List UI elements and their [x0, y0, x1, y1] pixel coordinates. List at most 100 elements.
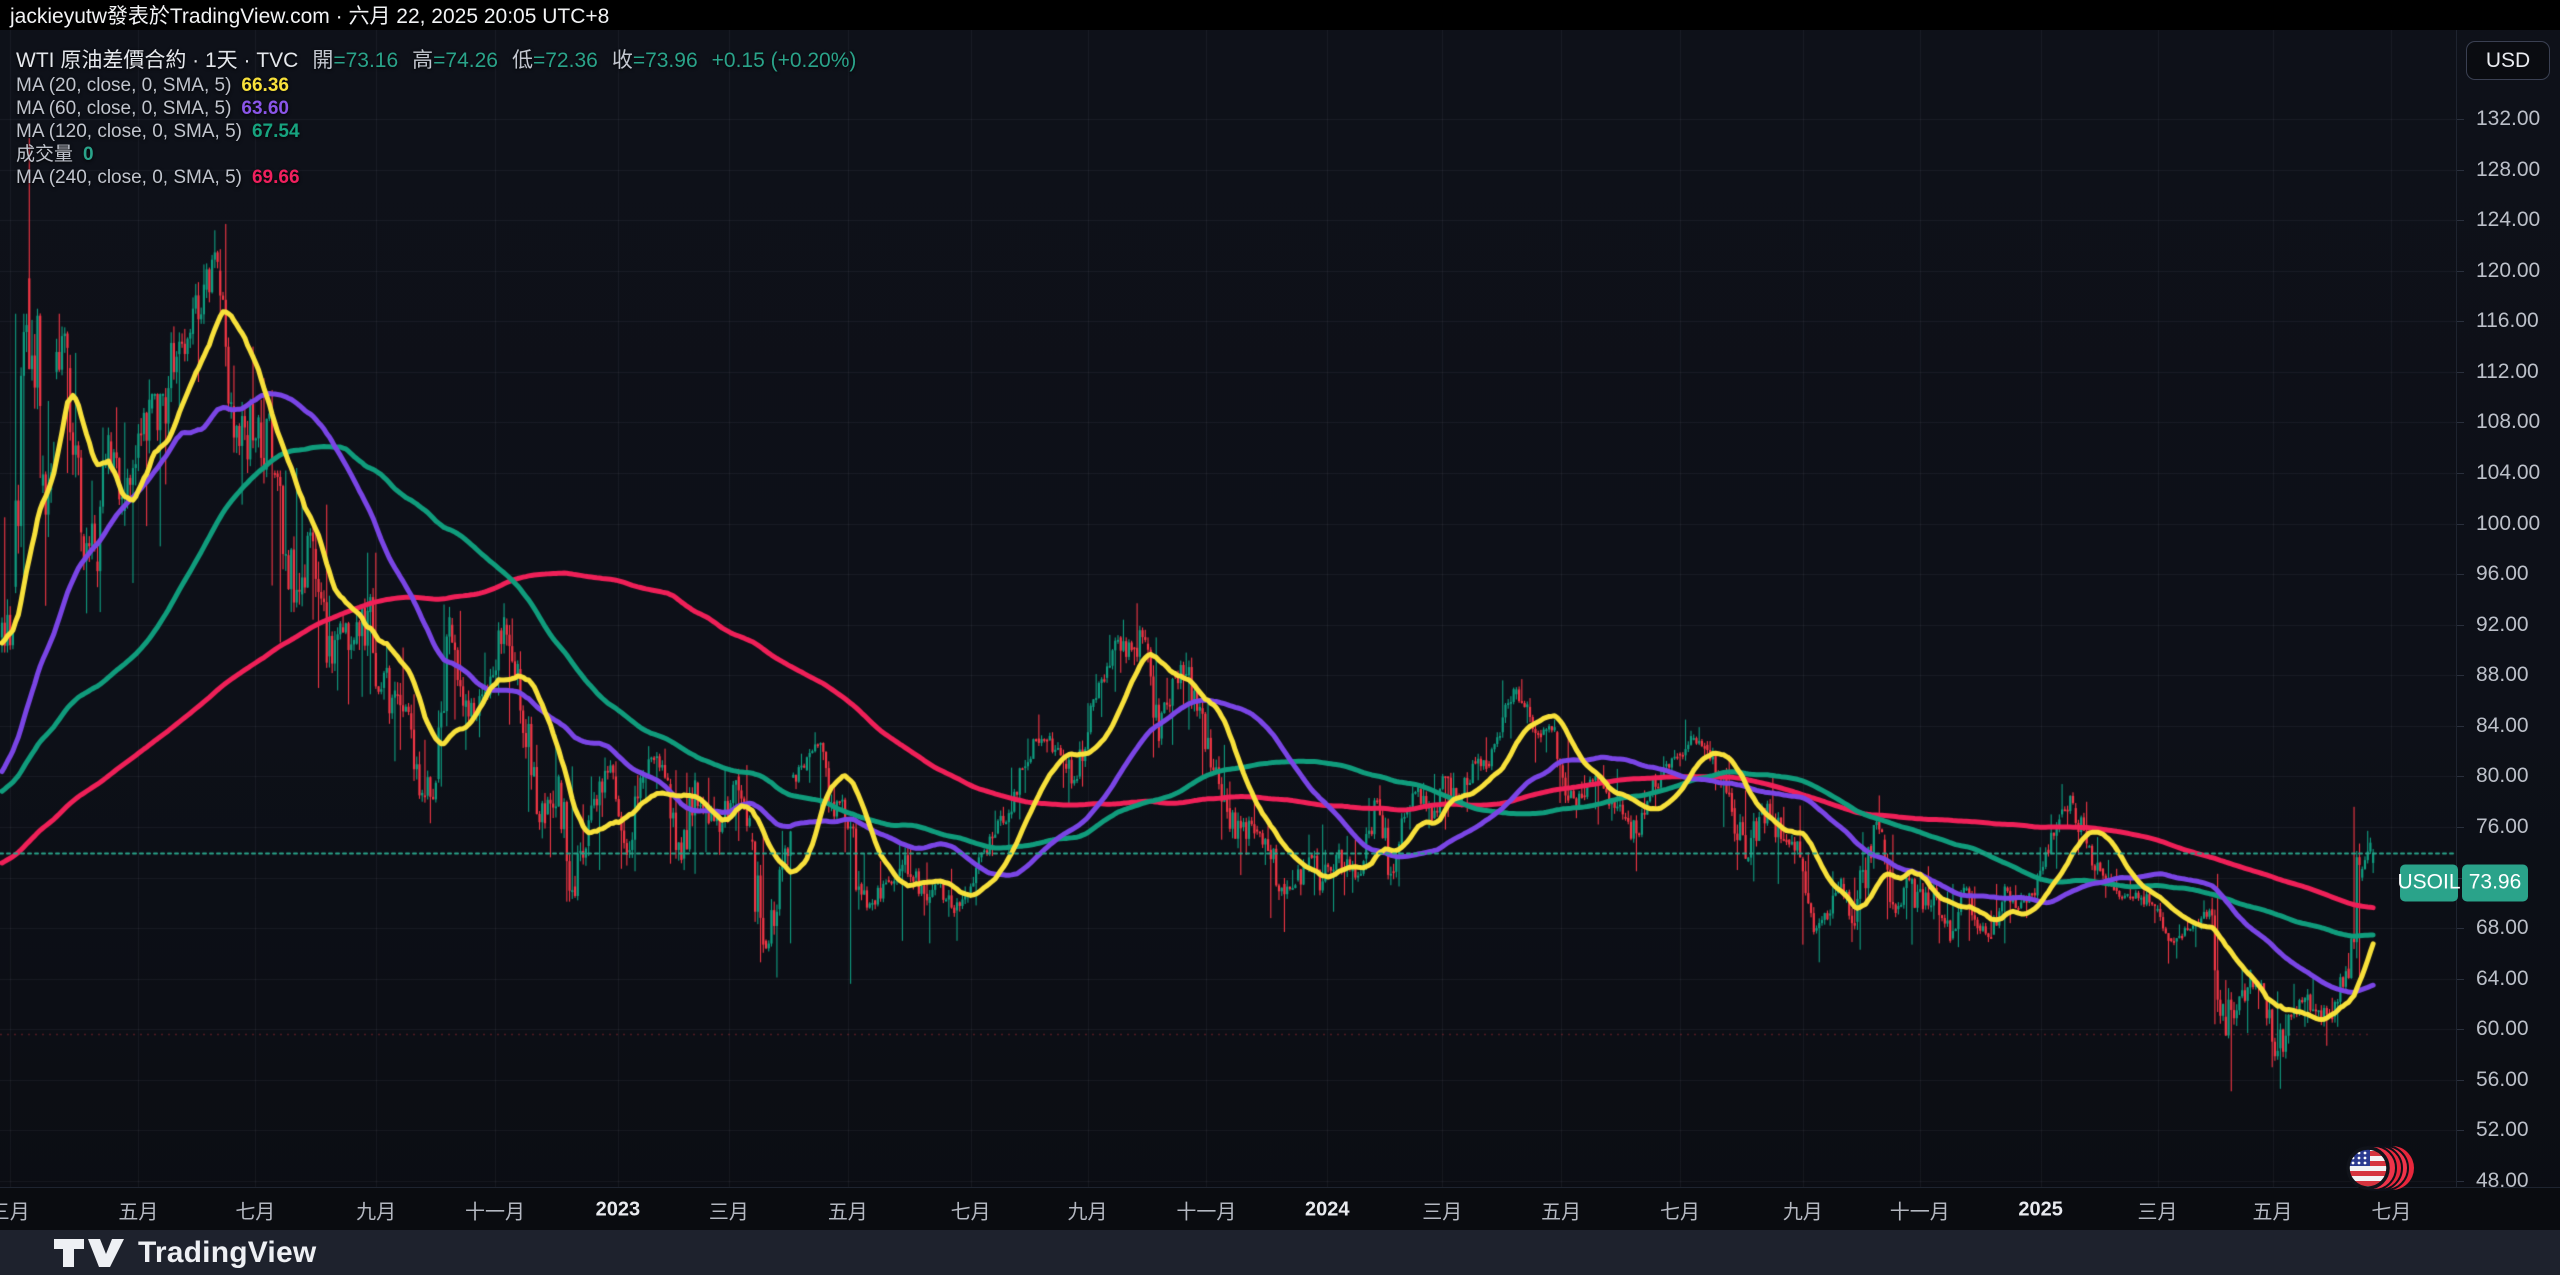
indicator-value: 67.54 — [252, 121, 300, 142]
ohlc-pair: 低=72.36 — [512, 49, 598, 72]
ohlc-value: =74.26 — [433, 49, 498, 72]
price-tick-label: 96.00 — [2476, 562, 2529, 586]
symbol-title: WTI 原油差價合約 · 1天 · TVC — [16, 49, 298, 72]
price-tick-label: 52.00 — [2476, 1118, 2529, 1142]
time-tick-year-label: 2023 — [596, 1198, 641, 1221]
time-tick-year-label: 2024 — [1305, 1198, 1350, 1221]
ohlc-label: 收 — [612, 49, 633, 72]
price-tick-label: 112.00 — [2476, 360, 2539, 384]
price-tick-label: 128.00 — [2476, 158, 2540, 182]
time-tick-month-label: 七月 — [2371, 1195, 2411, 1224]
tradingview-logo-icon[interactable] — [52, 1237, 130, 1269]
time-tick-month-label: 五月 — [118, 1195, 158, 1224]
price-tick-mark — [2457, 574, 2464, 575]
price-tick-mark — [2457, 776, 2464, 777]
price-tick-label: 48.00 — [2476, 1169, 2529, 1193]
time-tick-month-label: 七月 — [235, 1195, 275, 1224]
ohlc-label: 開 — [312, 49, 333, 72]
price-tick-label: 64.00 — [2476, 967, 2529, 991]
ohlc-readout: 開=73.16 高=74.26 低=72.36 收=73.96 — [298, 49, 697, 72]
time-tick-year-label: 2025 — [2018, 1198, 2063, 1221]
time-tick-month-label: 七月 — [1660, 1195, 1700, 1224]
ohlc-label: 高 — [412, 49, 433, 72]
indicator-label: MA (240, close, 0, SMA, 5) — [16, 167, 242, 188]
price-axis-pane[interactable]: USD 132.00 128.00 124.00 120.00 116.00 112.00… — [2456, 30, 2560, 1187]
legend: WTI 原油差價合約 · 1天 · TVC 開=73.16 高=74.26 低=72.… — [16, 48, 856, 189]
header-bar: jackieyutw發表於TradingView.com · 六月 22, 20… — [0, 0, 2560, 30]
time-tick-month-label: 五月 — [2253, 1195, 2293, 1224]
price-tick-label: 100.00 — [2476, 512, 2540, 536]
time-tick-month-label: 十一月 — [1890, 1195, 1950, 1224]
price-tick-mark — [2457, 827, 2464, 828]
time-tick-month-label: 三月 — [1422, 1195, 1462, 1224]
time-tick-month-label: 九月 — [1068, 1195, 1108, 1224]
us-flag-icon — [2348, 1148, 2388, 1188]
price-chart-canvas[interactable] — [0, 30, 2456, 1187]
tradingview-share-page: jackieyutw發表於TradingView.com · 六月 22, 20… — [0, 0, 2560, 1275]
price-tick-mark — [2457, 1181, 2464, 1182]
price-tick-mark — [2457, 625, 2464, 626]
indicator-rows: MA (20, close, 0, SMA, 5)66.36MA (60, cl… — [16, 74, 856, 189]
indicator-label: MA (120, close, 0, SMA, 5) — [16, 121, 242, 142]
indicator-row[interactable]: MA (120, close, 0, SMA, 5) 67.54 — [16, 120, 856, 143]
last-price-value-label: 73.96 — [2462, 864, 2528, 901]
legend-title-row[interactable]: WTI 原油差價合約 · 1天 · TVC 開=73.16 高=74.26 低=72.… — [16, 48, 856, 74]
price-tick-mark — [2457, 271, 2464, 272]
price-tick-mark — [2457, 422, 2464, 423]
byline-link[interactable]: jackieyutw發表於TradingView.com · 六月 22, 20… — [10, 0, 609, 30]
price-tick-label: 116.00 — [2476, 309, 2539, 333]
indicator-value: 69.66 — [252, 167, 300, 188]
price-tick-mark — [2457, 726, 2464, 727]
time-tick-month-label: 三月 — [709, 1195, 749, 1224]
price-tick-label: 132.00 — [2476, 107, 2540, 131]
price-tick-mark — [2457, 675, 2464, 676]
indicator-row[interactable]: 成交量0 — [16, 143, 856, 166]
price-tick-label: 120.00 — [2476, 259, 2540, 283]
time-tick-month-label: 十一月 — [465, 1195, 525, 1224]
price-tick-mark — [2457, 473, 2464, 474]
indicator-label: MA (60, close, 0, SMA, 5) — [16, 98, 231, 119]
price-tick-label: 68.00 — [2476, 916, 2529, 940]
indicator-row[interactable]: MA (20, close, 0, SMA, 5) 66.36 — [16, 74, 856, 97]
price-tick-label: 92.00 — [2476, 613, 2529, 637]
price-tick-mark — [2457, 372, 2464, 373]
indicator-row[interactable]: MA (240, close, 0, SMA, 5) 69.66 — [16, 166, 856, 189]
indicator-row[interactable]: MA (60, close, 0, SMA, 5) 63.60 — [16, 97, 856, 120]
chart-region: WTI 原油差價合約 · 1天 · TVC 開=73.16 高=74.26 低=72.… — [0, 30, 2560, 1230]
price-tick-mark — [2457, 321, 2464, 322]
price-tick-label: 56.00 — [2476, 1068, 2529, 1092]
indicator-label: MA (20, close, 0, SMA, 5) — [16, 75, 231, 96]
change-readout: +0.15 (+0.20%) — [712, 49, 857, 72]
indicator-label: 成交量 — [16, 144, 73, 165]
ohlc-value: =73.16 — [333, 49, 398, 72]
price-tick-mark — [2457, 1130, 2464, 1131]
price-tick-mark — [2457, 928, 2464, 929]
price-tick-label: 76.00 — [2476, 815, 2529, 839]
price-tick-label: 80.00 — [2476, 764, 2529, 788]
us-economic-events-icon[interactable] — [2344, 1142, 2424, 1194]
price-tick-mark — [2457, 220, 2464, 221]
time-tick-month-label: 三月 — [0, 1195, 30, 1224]
price-tick-mark — [2457, 170, 2464, 171]
price-tick-label: 88.00 — [2476, 663, 2529, 687]
last-price-symbol-label: USOIL — [2400, 864, 2458, 901]
time-tick-month-label: 七月 — [951, 1195, 991, 1224]
price-tick-label: 124.00 — [2476, 208, 2540, 232]
time-tick-month-label: 九月 — [356, 1195, 396, 1224]
time-tick-month-label: 十一月 — [1176, 1195, 1236, 1224]
price-tick-mark — [2457, 1080, 2464, 1081]
price-tick-label: 108.00 — [2476, 410, 2540, 434]
ohlc-value: =72.36 — [533, 49, 598, 72]
ohlc-pair: 收=73.96 — [612, 49, 698, 72]
time-tick-month-label: 九月 — [1783, 1195, 1823, 1224]
price-tick-label: 60.00 — [2476, 1017, 2529, 1041]
ohlc-label: 低 — [512, 49, 533, 72]
indicator-value: 66.36 — [241, 75, 289, 96]
brand-name[interactable]: TradingView — [138, 1236, 316, 1270]
time-tick-month-label: 五月 — [1541, 1195, 1581, 1224]
time-axis[interactable]: 三月 五月 七月 九月 十一月 2023 三月 五月 七月 九月 十一月 2024 三月 五月 七月 九月 十一… — [0, 1187, 2560, 1231]
ohlc-value: =73.96 — [633, 49, 698, 72]
indicator-value: 63.60 — [241, 98, 289, 119]
price-tick-mark — [2457, 979, 2464, 980]
currency-button[interactable]: USD — [2466, 41, 2550, 80]
